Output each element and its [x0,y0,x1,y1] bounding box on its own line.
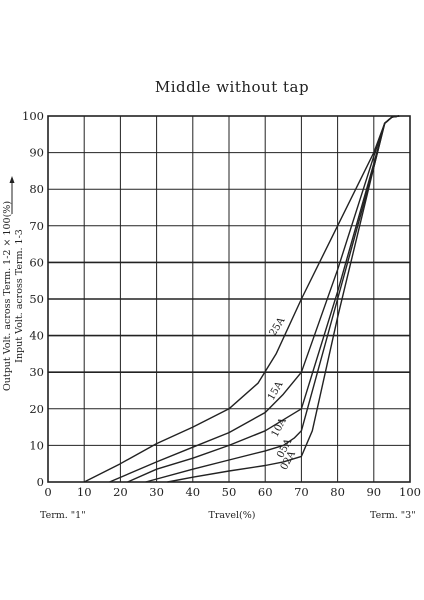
series-line-02A [167,115,400,483]
x-tick-label: 0 [44,485,51,499]
chart-title: Middle without tap [155,78,309,96]
curve-label-15A: 15A [266,379,286,402]
y-axis-label-line2: Input Volt. across Term. 1-3 [14,229,25,363]
curve-label-10A: 10A [270,416,289,439]
x-tick-label: 40 [185,485,200,499]
y-tick-label: 10 [29,438,44,452]
plot-frame [47,115,411,483]
y-tick-label: 70 [29,219,44,233]
x-axis-label: Travel(%) [208,510,255,521]
x-axis-right-end-label: Term. "3" [370,510,416,521]
y-tick-label: 30 [29,365,44,379]
x-tick-label: 10 [77,485,92,499]
x-tick-label: 30 [149,485,164,499]
x-tick-label: 80 [330,485,345,499]
y-tick-label: 0 [37,475,44,489]
x-axis-ticks: 0 10 20 30 40 50 60 70 80 90 100 [44,485,421,499]
y-axis-label-line1: Output Volt. across Term. 1-2 × 100(%) [2,201,13,391]
x-tick-label: 60 [258,485,273,499]
plot-border [47,115,411,483]
y-axis-arrow [9,176,15,214]
grid [48,116,410,482]
series-lines [83,115,400,483]
x-tick-label: 20 [113,485,128,499]
y-tick-label: 40 [29,329,44,343]
x-axis-left-end-label: Term. "1" [40,510,86,521]
y-tick-label: 80 [29,182,44,196]
y-tick-label: 20 [29,402,44,416]
x-tick-label: 90 [366,485,381,499]
y-tick-label: 100 [22,109,44,123]
y-axis-ticks: 0 10 20 30 40 50 60 70 80 90 100 [22,109,44,489]
y-tick-label: 60 [29,255,44,269]
x-tick-label: 70 [294,485,309,499]
x-tick-label: 50 [222,485,237,499]
y-tick-label: 50 [29,292,44,306]
x-tick-label: 100 [399,485,421,499]
y-tick-label: 90 [29,146,44,160]
